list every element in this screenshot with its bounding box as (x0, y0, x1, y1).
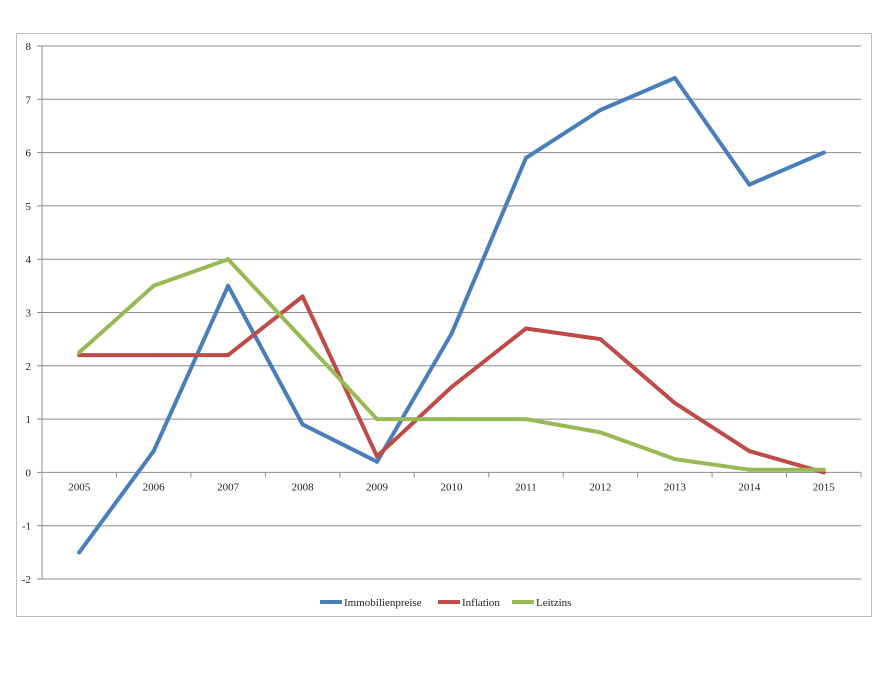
data-point (226, 257, 231, 262)
y-tick-label: 5 (26, 201, 32, 213)
x-tick-label: 2009 (366, 481, 389, 493)
data-point (77, 550, 82, 555)
x-tick-label: 2014 (738, 481, 761, 493)
x-tick-label: 2005 (68, 481, 91, 493)
y-tick-label: -2 (22, 574, 31, 586)
legend-label: Inflation (462, 597, 500, 609)
chart-frame (16, 33, 872, 617)
y-tick-label: 6 (26, 148, 32, 160)
y-tick-label: 0 (26, 467, 32, 479)
data-point (821, 467, 826, 472)
data-point (523, 417, 528, 422)
data-point (375, 454, 380, 459)
data-point (523, 155, 528, 160)
y-tick-label: 7 (26, 94, 32, 106)
series-line-inflation (77, 294, 826, 475)
data-point (77, 350, 82, 355)
data-point (598, 430, 603, 435)
data-point (300, 422, 305, 427)
legend-label: Leitzins (536, 597, 571, 609)
y-tick-label: 2 (26, 361, 32, 373)
data-point (151, 449, 156, 454)
data-point (598, 337, 603, 342)
x-tick-label: 2007 (217, 481, 240, 493)
y-tick-label: 4 (26, 254, 32, 266)
data-point (449, 385, 454, 390)
data-point (151, 283, 156, 288)
y-tick-label: 1 (26, 414, 32, 426)
data-point (672, 457, 677, 462)
y-tick-label: 3 (26, 308, 32, 320)
data-point (747, 467, 752, 472)
data-point (523, 326, 528, 331)
data-point (598, 107, 603, 112)
y-tick-label: 8 (26, 41, 32, 53)
x-tick-label: 2011 (515, 481, 537, 493)
x-tick-label: 2010 (441, 481, 464, 493)
legend-label: Immobilienpreise (344, 597, 422, 609)
data-point (226, 283, 231, 288)
data-point (821, 150, 826, 155)
data-point (300, 337, 305, 342)
data-point (672, 401, 677, 406)
data-point (300, 294, 305, 299)
data-point (449, 331, 454, 336)
x-tick-label: 2013 (664, 481, 687, 493)
data-point (747, 449, 752, 454)
x-tick-label: 2008 (292, 481, 315, 493)
x-tick-label: 2012 (589, 481, 611, 493)
data-point (375, 459, 380, 464)
data-point (449, 417, 454, 422)
data-point (747, 182, 752, 187)
data-point (226, 353, 231, 358)
x-tick-label: 2015 (813, 481, 836, 493)
x-tick-label: 2006 (143, 481, 166, 493)
data-point (672, 75, 677, 80)
data-point (151, 353, 156, 358)
data-point (375, 417, 380, 422)
y-tick-label: -1 (22, 521, 31, 533)
